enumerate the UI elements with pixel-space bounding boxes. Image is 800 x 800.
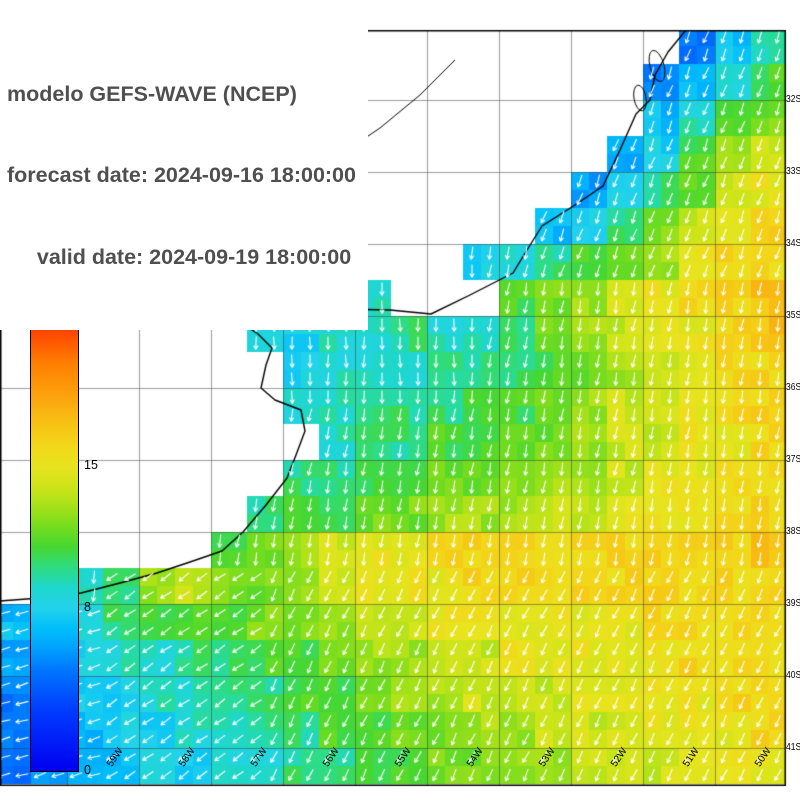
model-title: modelo GEFS-WAVE (NCEP) [7,81,297,106]
colorbar-tick-label: 15 [84,458,98,472]
lat-axis-label: 38S [786,526,800,537]
forecast-date-line: forecast date: 2024-09-16 18:00:00 [7,163,356,188]
lat-axis-label: 39S [786,598,800,609]
lat-axis-label: 40S [786,670,800,681]
lat-axis-label: 33S [786,166,800,177]
colorbar-tick-label: 0 [84,763,91,777]
title-block: modelo GEFS-WAVE (NCEP) forecast date: 2… [0,24,368,331]
lat-axis-label: 41S [786,742,800,753]
lat-axis-label: 37S [786,454,800,465]
lat-axis-label: 32S [786,94,800,105]
valid-date-line: valid date: 2024-09-19 18:00:00 [7,245,352,270]
lat-axis-label: 36S [786,382,800,393]
lat-axis-label: 34S [786,238,800,249]
colorbar-tick-label: 8 [84,600,91,615]
lat-axis-label: 35S [786,310,800,321]
